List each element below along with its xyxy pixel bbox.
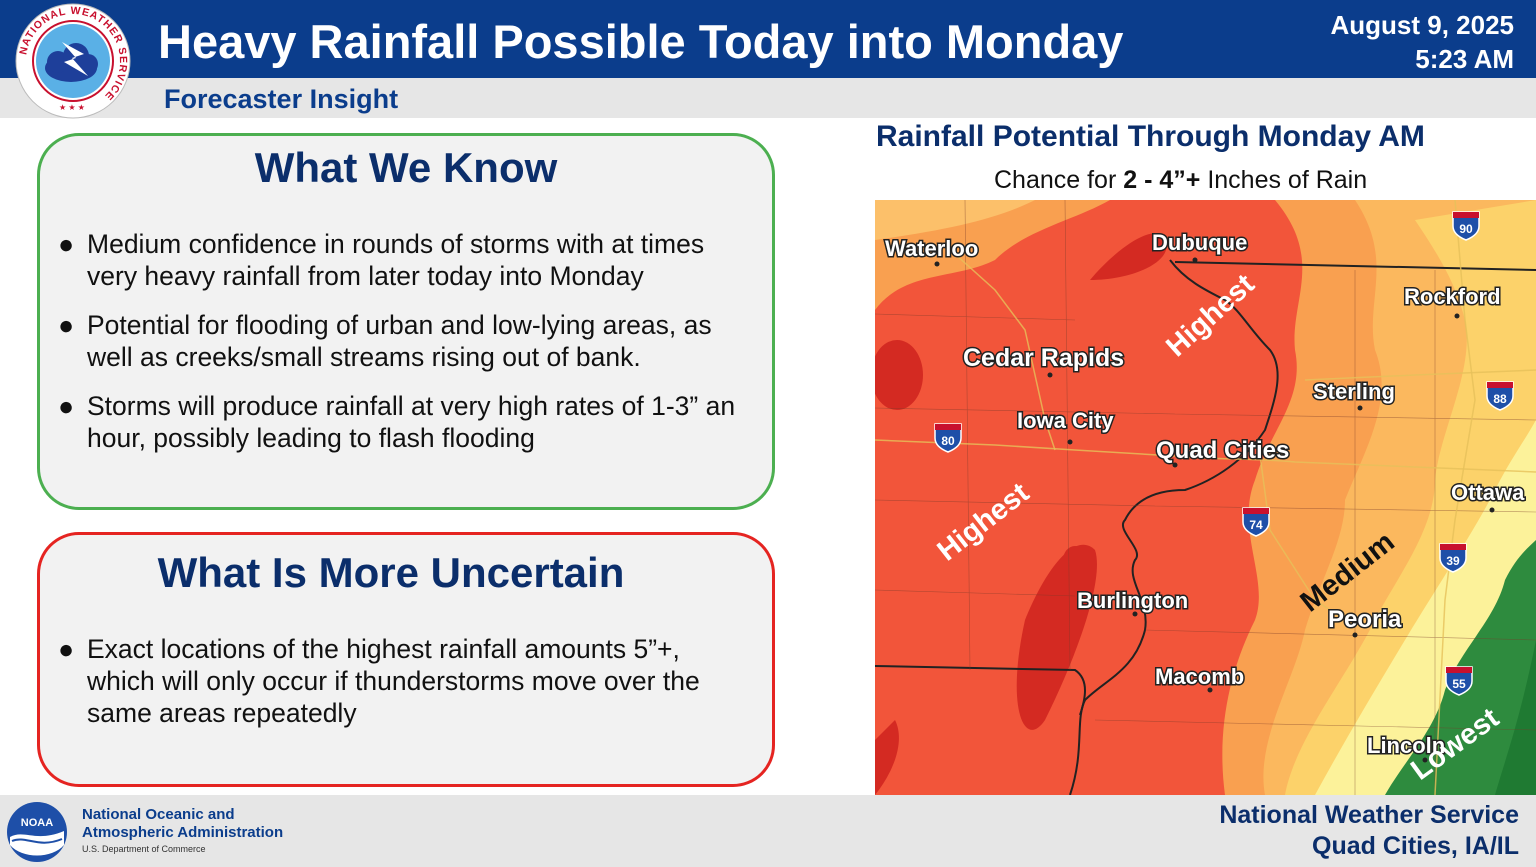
city-label-peoria: Peoria [1328, 606, 1402, 633]
map-subtitle: Chance for 2 - 4”+ Inches of Rain [994, 166, 1367, 195]
map-core-5 [875, 720, 899, 795]
noaa-name: National Oceanic and Atmospheric Adminis… [82, 806, 283, 842]
issued-datetime: August 9, 2025 5:23 AM [1330, 8, 1514, 76]
city-label-burlington: Burlington [1077, 588, 1188, 613]
what-we-know-list: ● Medium confidence in rounds of storms w… [58, 228, 754, 471]
interstate-80-shield-icon: 80 [934, 423, 962, 453]
list-item: ● Potential for flooding of urban and low… [58, 309, 754, 373]
interstate-39-line [1434, 200, 1476, 795]
city-label-cedar-rapids: Cedar Rapids [963, 344, 1124, 372]
list-item: ● Storms will produce rainfall at very h… [58, 390, 754, 454]
map-subtitle-suffix: Inches of Rain [1200, 166, 1368, 194]
map-title: Rainfall Potential Through Monday AM [876, 120, 1425, 153]
city-label-dubuque: Dubuque [1152, 230, 1247, 255]
interstate-80-line [875, 439, 1536, 473]
nws-office-line1: National Weather Service [1219, 801, 1519, 829]
city-label-sterling: Sterling [1313, 379, 1395, 404]
city-label-rockford: Rockford [1404, 284, 1501, 309]
bullet-text: Storms will produce rainfall at very hig… [87, 391, 736, 453]
county-lines [875, 200, 1536, 795]
nws-office: National Weather Service Quad Cities, IA… [1219, 800, 1519, 862]
svg-text:55: 55 [1452, 677, 1466, 691]
page-title: Heavy Rainfall Possible Today into Monda… [158, 15, 1124, 68]
what-is-uncertain-panel: What Is More Uncertain ● Exact locations … [37, 532, 775, 787]
list-item: ● Medium confidence in rounds of storms w… [58, 228, 754, 292]
what-is-uncertain-heading: What Is More Uncertain [157, 549, 625, 596]
interstate-88-shield-icon: 88 [1486, 381, 1514, 411]
subtitle-bar [0, 78, 1536, 118]
map-core-3 [1016, 544, 1097, 730]
svg-text:39: 39 [1446, 554, 1460, 568]
bullet-icon: ● [58, 391, 75, 421]
map-core-1 [875, 340, 923, 410]
map-lowest-dark-zone [1495, 640, 1536, 795]
nws-office-line2: Quad Cities, IA/IL [1312, 832, 1519, 860]
city-dots [934, 257, 1495, 763]
interstate-380-line [944, 244, 1056, 451]
bullet-icon: ● [58, 310, 75, 340]
bullet-text: Potential for flooding of urban and low-… [87, 310, 712, 372]
issued-time: 5:23 AM [1415, 44, 1514, 74]
city-label-lincoln: Lincoln [1367, 733, 1445, 758]
bullet-text: Exact locations of the highest rainfall … [87, 634, 700, 728]
header-bar [0, 0, 1536, 78]
noaa-department: U.S. Department of Commerce [82, 844, 206, 854]
city-label-waterloo: Waterloo [885, 236, 978, 261]
map-subtitle-amount: 2 - 4”+ [1123, 166, 1201, 194]
what-we-know-heading: What We Know [254, 144, 558, 191]
map-core-2 [1090, 233, 1167, 280]
svg-text:90: 90 [1459, 222, 1473, 236]
noaa-name-line2: Atmospheric Administration [82, 824, 284, 841]
interstate-74-line [1259, 454, 1346, 621]
city-label-macomb: Macomb [1155, 664, 1244, 689]
what-is-uncertain-list: ● Exact locations of the highest rainfall… [58, 633, 754, 746]
noaa-logo-icon: NOAA [7, 802, 67, 862]
bullet-icon: ● [58, 634, 75, 664]
map-light-fringe-nw [875, 200, 1035, 240]
nws-logo-icon: NATIONAL WEATHER SERVICE ★ ★ ★ [15, 3, 131, 119]
footer-bar [0, 795, 1536, 867]
wisconsin-illinois-border [1174, 261, 1536, 271]
city-label-iowa-city: Iowa City [1017, 408, 1114, 433]
map-subtitle-prefix: Chance for [994, 166, 1124, 194]
interstate-88-line [1304, 369, 1536, 381]
bullet-icon: ● [58, 229, 75, 259]
what-we-know-panel: What We Know ● Medium confidence in round… [37, 133, 775, 510]
map-core-4 [1063, 546, 1087, 574]
interstate-55-shield-icon: 55 [1445, 666, 1473, 696]
issued-date: August 9, 2025 [1330, 10, 1514, 40]
svg-text:★ ★ ★: ★ ★ ★ [59, 103, 85, 112]
city-label-ottawa: Ottawa [1451, 480, 1525, 505]
noaa-name-line1: National Oceanic and [82, 806, 235, 823]
interstate-39-shield-icon: 39 [1439, 543, 1467, 573]
mississippi-river [1069, 259, 1279, 795]
svg-text:80: 80 [941, 434, 955, 448]
list-item: ● Exact locations of the highest rainfall… [58, 633, 754, 729]
city-label-quad-cities: Quad Cities [1156, 437, 1289, 464]
rainfall-map: 90 88 80 74 39 55 Waterloo Dubuque Rockf… [875, 200, 1536, 795]
interstate-74-shield-icon: 74 [1242, 507, 1270, 537]
page-subtitle: Forecaster Insight [164, 84, 399, 114]
svg-text:88: 88 [1493, 392, 1507, 406]
bullet-text: Medium confidence in rounds of storms wi… [87, 229, 705, 291]
interstate-90-shield-icon: 90 [1452, 211, 1480, 241]
svg-text:74: 74 [1249, 518, 1263, 532]
svg-text:NOAA: NOAA [21, 817, 53, 829]
